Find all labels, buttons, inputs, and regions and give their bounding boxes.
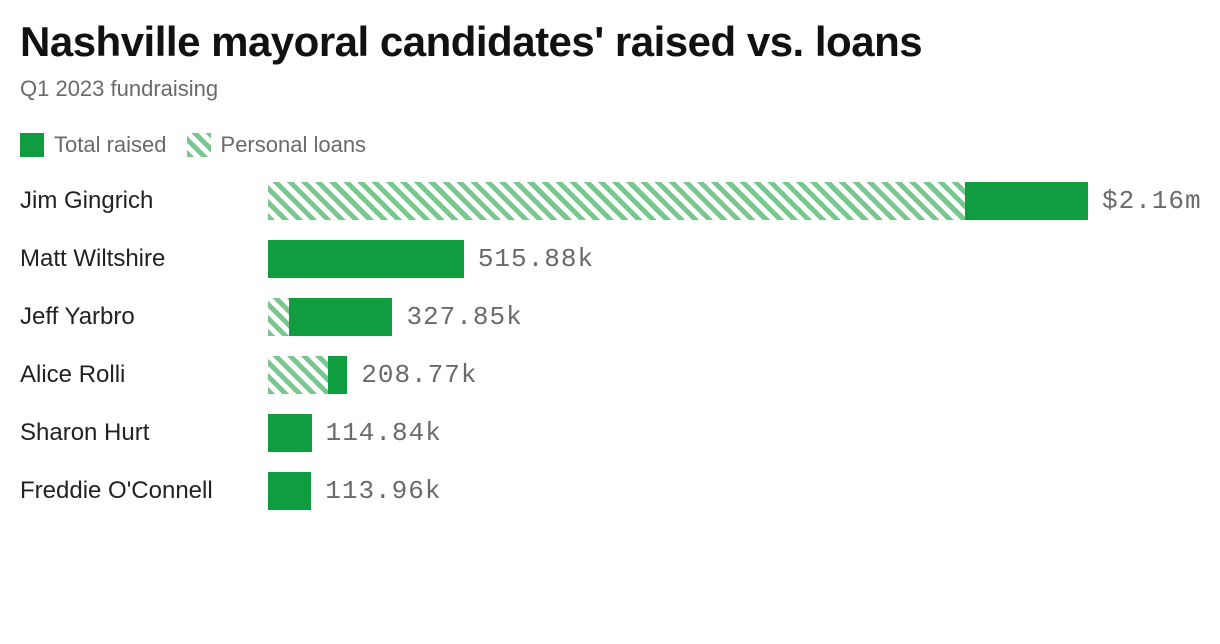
bar-cell: 515.88k (268, 240, 1200, 278)
bar-value-label: 327.85k (406, 302, 522, 332)
chart-container: Nashville mayoral candidates' raised vs.… (0, 0, 1220, 530)
bar-cell: $2.16m (268, 182, 1200, 220)
candidate-name: Jim Gingrich (20, 187, 268, 215)
table-row: Jim Gingrich $2.16m (20, 182, 1200, 220)
bar-value-label: $2.16m (1102, 186, 1202, 216)
table-row: Freddie O'Connell 113.96k (20, 472, 1200, 510)
table-row: Alice Rolli 208.77k (20, 356, 1200, 394)
candidate-name: Matt Wiltshire (20, 245, 268, 273)
bar-value-label: 208.77k (361, 360, 477, 390)
bar-total-raised (268, 472, 311, 510)
candidate-name: Freddie O'Connell (20, 477, 268, 505)
bar-cell: 114.84k (268, 414, 1200, 452)
candidate-name: Jeff Yarbro (20, 303, 268, 331)
legend-label-hatched: Personal loans (221, 132, 367, 158)
legend-label-solid: Total raised (54, 132, 167, 158)
bar-cell: 327.85k (268, 298, 1200, 336)
chart-subtitle: Q1 2023 fundraising (20, 76, 1200, 102)
bar-total-raised (268, 414, 312, 452)
table-row: Matt Wiltshire 515.88k (20, 240, 1200, 278)
bar-cell: 208.77k (268, 356, 1200, 394)
bar-cell: 113.96k (268, 472, 1200, 510)
table-row: Sharon Hurt 114.84k (20, 414, 1200, 452)
chart-legend: Total raised Personal loans (20, 132, 1200, 158)
chart-title: Nashville mayoral candidates' raised vs.… (20, 18, 1200, 66)
bar-personal-loans (268, 356, 328, 394)
legend-swatch-hatched (187, 133, 211, 157)
bar-value-label: 515.88k (478, 244, 594, 274)
bar-personal-loans (268, 182, 965, 220)
candidate-name: Sharon Hurt (20, 419, 268, 447)
bar-value-label: 113.96k (325, 476, 441, 506)
bar-total-raised (268, 240, 464, 278)
candidate-name: Alice Rolli (20, 361, 268, 389)
bar-value-label: 114.84k (326, 418, 442, 448)
legend-swatch-solid (20, 133, 44, 157)
chart-rows: Jim Gingrich $2.16m Matt Wiltshire 515.88k J… (20, 182, 1200, 510)
table-row: Jeff Yarbro 327.85k (20, 298, 1200, 336)
bar-personal-loans (268, 298, 289, 336)
